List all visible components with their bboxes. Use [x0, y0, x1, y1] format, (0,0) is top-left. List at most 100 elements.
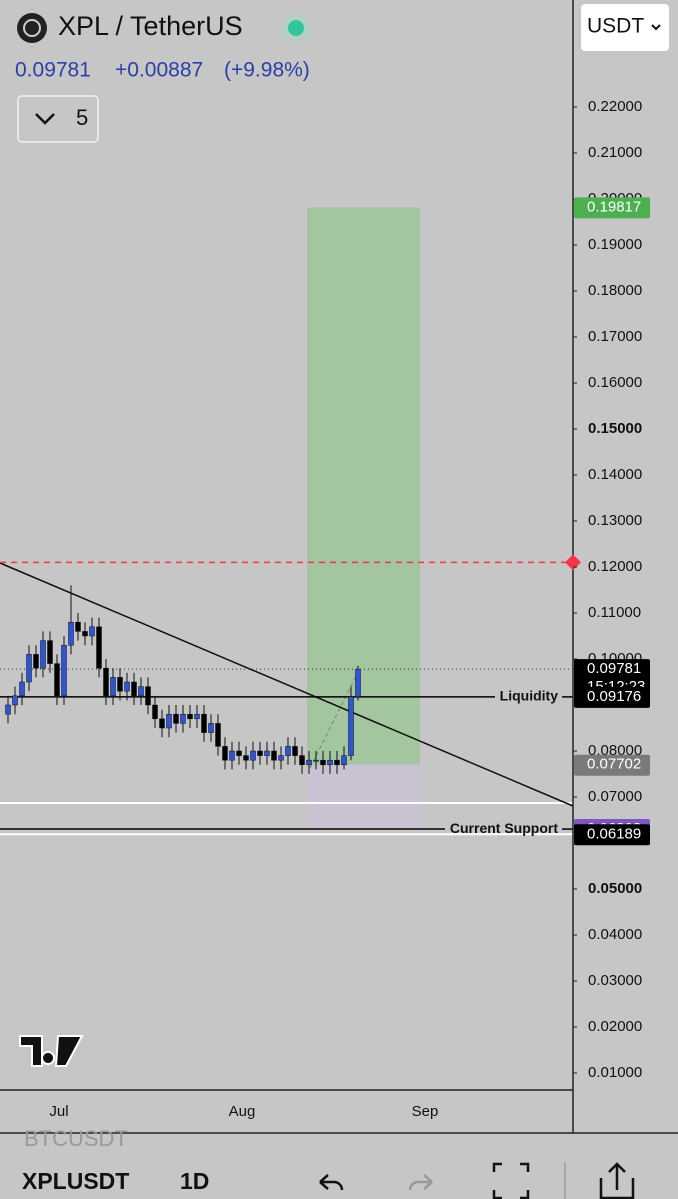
price-badge-label: 0.19817: [587, 198, 641, 215]
redo-button[interactable]: [408, 1174, 433, 1191]
price-change: +0.00887: [115, 59, 203, 82]
y-tick-label: 0.07000: [588, 788, 642, 805]
y-tick-label: 0.19000: [588, 236, 642, 253]
plot: Liquidity Current Support: [0, 207, 574, 836]
y-tick-label: 0.16000: [588, 374, 642, 391]
candle-body: [138, 686, 144, 697]
candle-body: [110, 677, 116, 697]
currency-dropdown[interactable]: [581, 4, 669, 51]
candle-body: [12, 695, 18, 706]
candle-body: [201, 713, 207, 733]
candle-body: [82, 631, 88, 637]
candle-body: [271, 750, 277, 761]
price-badge: [574, 824, 650, 846]
candle-body: [264, 750, 270, 756]
x-tick-label: Aug: [229, 1103, 256, 1120]
candle-body: [131, 681, 137, 697]
candle-body: [145, 686, 151, 706]
y-tick-label: 0.11000: [588, 604, 641, 621]
candle-body: [306, 759, 312, 766]
candle-body: [103, 667, 109, 697]
level-marker: [565, 554, 581, 571]
y-tick-label: 0.02000: [588, 1018, 642, 1035]
y-tick-label: 0.18000: [588, 282, 642, 299]
price-badge: [574, 686, 650, 708]
y-tick-label: 0.12000: [588, 558, 642, 575]
candle-body: [320, 759, 326, 766]
interval-button[interactable]: [17, 95, 99, 143]
footer-symbol[interactable]: XPLUSDT: [22, 1168, 129, 1194]
candle-body: [299, 755, 305, 766]
x-tick-label: Jul: [49, 1103, 68, 1120]
y-tick-label: 0.05000: [588, 880, 642, 897]
price-badge-label: 0.09176: [587, 688, 641, 705]
y-tick-label: 0.21000: [588, 144, 642, 161]
candle-body: [68, 621, 74, 646]
last-price: 0.09781: [15, 59, 91, 82]
coin-icon: [17, 13, 47, 43]
candle-body: [40, 640, 46, 669]
candle-body: [96, 626, 102, 669]
share-button[interactable]: [599, 1162, 635, 1199]
candle-body: [173, 713, 179, 724]
chevron-icon: [35, 113, 55, 125]
tv-logo: [19, 1035, 84, 1067]
y-tick-label: 0.01000: [588, 1064, 642, 1081]
candle-body: [285, 746, 291, 756]
candle-body: [334, 759, 340, 766]
currency-label: USDT: [587, 15, 644, 38]
footer-interval[interactable]: 1D: [180, 1168, 209, 1194]
candle-body: [250, 750, 256, 761]
target-zone: [307, 207, 420, 765]
candle-body: [159, 718, 165, 729]
price-change-pct: (+9.98%): [224, 59, 310, 82]
candle-body: [47, 640, 53, 664]
coin-icon-ring: [23, 19, 41, 37]
price-badge-label: 0.09781: [587, 660, 641, 677]
undo-button[interactable]: [319, 1174, 344, 1191]
y-tick-label: 0.22000: [588, 98, 642, 115]
candle-body: [61, 644, 67, 697]
price-badge: [574, 197, 650, 219]
candle-body: [166, 713, 172, 729]
dropdown-chevron: [651, 24, 661, 31]
candle-body: [26, 654, 32, 683]
fullscreen-button[interactable]: [492, 1162, 530, 1199]
candle-body: [89, 626, 95, 637]
price-badge-label: 0.06189: [587, 825, 641, 842]
y-tick-label: 0.15000: [588, 420, 642, 437]
candle-body: [222, 746, 228, 761]
price-badge-label: 0.07702: [587, 756, 641, 773]
watermark: BTCUSDT: [24, 1126, 128, 1151]
candle-body: [215, 723, 221, 747]
symbol-title: XPL / TetherUS: [58, 11, 243, 41]
candle-body: [19, 681, 25, 697]
candle-body: [243, 755, 249, 761]
candle-body: [152, 704, 158, 720]
candle-body: [187, 713, 193, 720]
candle-body: [278, 755, 284, 761]
x-tick-label: Sep: [412, 1103, 439, 1120]
candle-body: [208, 723, 214, 733]
y-tick-label: 0.04000: [588, 926, 642, 943]
y-tick-label: 0.13000: [588, 512, 642, 529]
candle-body: [229, 750, 235, 761]
candle-body: [236, 750, 242, 756]
stop-zone: [307, 764, 420, 830]
candle-body: [75, 621, 81, 632]
candle-body: [54, 663, 60, 697]
candle-body: [327, 759, 333, 766]
level-label: Liquidity: [500, 688, 559, 704]
y-tick-label: 0.17000: [588, 328, 642, 345]
candle-body: [124, 681, 130, 692]
level-label: Current Support: [450, 820, 558, 836]
candle-body: [5, 704, 11, 715]
projection-line: [309, 671, 359, 769]
candle-body: [341, 755, 347, 766]
y-tick-label: 0.14000: [588, 466, 642, 483]
candle-body: [355, 668, 361, 697]
price-badge: [574, 754, 650, 776]
candle-body: [292, 746, 298, 756]
trend-line: [0, 562, 574, 807]
